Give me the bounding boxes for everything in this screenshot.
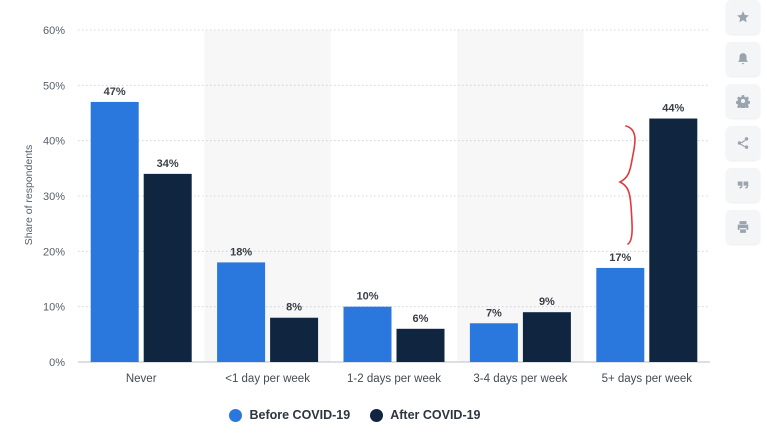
bar xyxy=(469,323,518,362)
chart-toolbar xyxy=(726,0,760,244)
legend-marker-before xyxy=(229,408,243,422)
y-tick-label: 30% xyxy=(43,191,65,203)
legend: Before COVID-19 After COVID-19 xyxy=(0,408,710,422)
bar xyxy=(596,267,645,362)
data-label: 9% xyxy=(539,296,555,308)
y-tick-label: 50% xyxy=(43,80,65,92)
cite-button[interactable] xyxy=(726,168,760,202)
x-tick-label: 3-4 days per week xyxy=(473,373,567,385)
bar xyxy=(522,312,571,362)
x-tick-label: 1-2 days per week xyxy=(347,373,441,385)
bar xyxy=(217,262,266,362)
bar xyxy=(343,306,392,362)
legend-marker-after xyxy=(370,408,384,422)
data-label: 18% xyxy=(230,246,252,258)
x-tick-labels: Never <1 day per week 1-2 days per week 3-4… xyxy=(126,373,692,385)
star-icon xyxy=(737,11,749,23)
bar xyxy=(649,118,698,363)
share-icon xyxy=(737,137,749,149)
bar xyxy=(396,328,445,362)
data-label: 8% xyxy=(286,302,302,314)
bar xyxy=(90,101,139,362)
data-label: 34% xyxy=(157,158,179,170)
quote-icon xyxy=(737,181,749,189)
y-tick-label: 60% xyxy=(43,25,65,37)
y-tick-label: 20% xyxy=(43,246,65,258)
data-labels: 47% 34% 18% 8% 10% 6% 7% 9% 17% 44% xyxy=(104,86,685,325)
data-label: 44% xyxy=(662,103,684,115)
data-label: 17% xyxy=(609,252,631,264)
x-tick-label: 5+ days per week xyxy=(602,373,693,385)
bars xyxy=(90,101,698,363)
bar xyxy=(143,173,192,362)
data-label: 7% xyxy=(486,307,502,319)
y-axis-title: Share of respondents xyxy=(23,145,35,245)
data-label: 47% xyxy=(104,86,126,98)
share-button[interactable] xyxy=(726,126,760,160)
favorite-button[interactable] xyxy=(726,0,760,34)
notification-button[interactable] xyxy=(726,42,760,76)
y-tick-label: 10% xyxy=(43,302,65,314)
bar xyxy=(270,317,319,362)
bell-icon xyxy=(738,53,748,65)
y-tick-label: 0% xyxy=(49,357,65,369)
print-icon xyxy=(737,221,749,233)
gear-icon xyxy=(736,95,750,108)
legend-label-after: After COVID-19 xyxy=(390,408,481,422)
annotation-brace xyxy=(618,125,636,245)
legend-label-before: Before COVID-19 xyxy=(249,408,351,422)
legend-item-before[interactable]: Before COVID-19 xyxy=(229,408,350,422)
y-tick-label: 40% xyxy=(43,136,65,148)
x-tick-label: <1 day per week xyxy=(225,373,310,385)
legend-item-after[interactable]: After COVID-19 xyxy=(370,408,481,422)
x-tick-label: Never xyxy=(126,373,157,385)
print-button[interactable] xyxy=(726,210,760,244)
y-tick-labels: 0% 10% 20% 30% 40% 50% 60% xyxy=(43,25,65,369)
settings-button[interactable] xyxy=(726,84,760,118)
data-label: 10% xyxy=(356,291,378,303)
data-label: 6% xyxy=(413,313,429,325)
